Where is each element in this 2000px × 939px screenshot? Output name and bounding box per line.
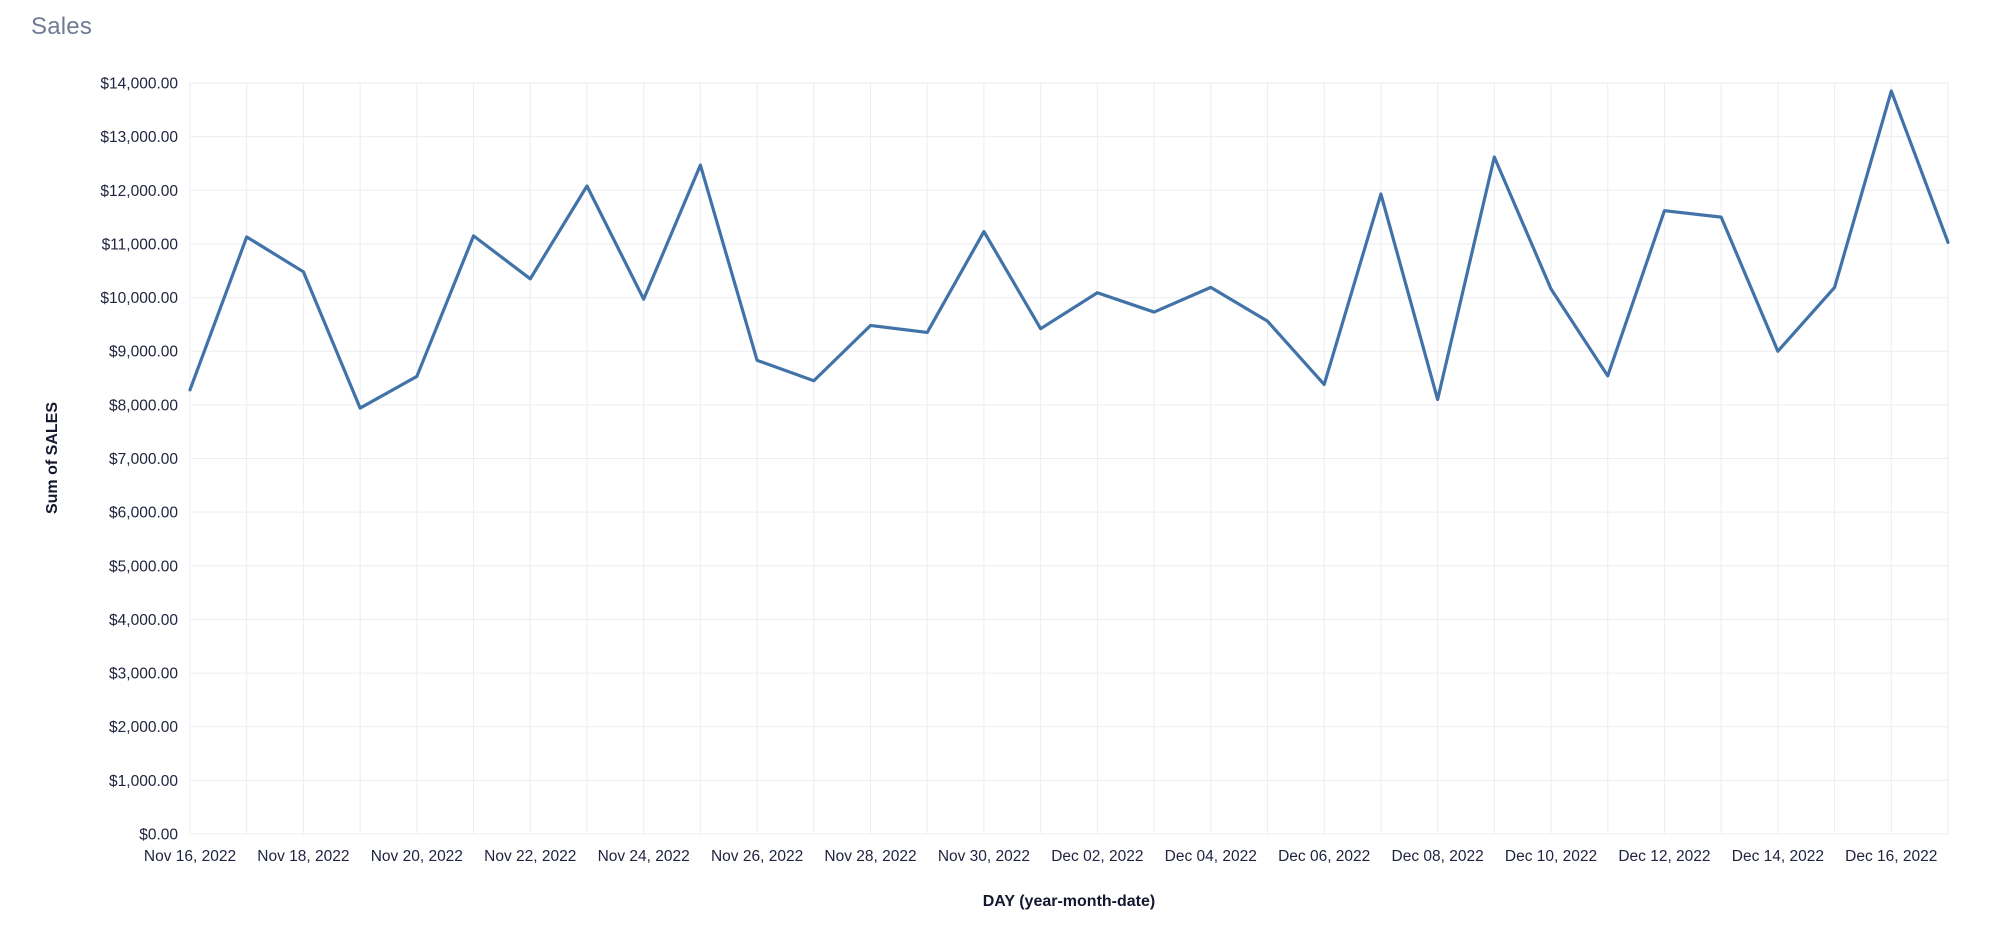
x-tick-label: Dec 06, 2022 — [1278, 848, 1370, 865]
x-tick-label: Nov 24, 2022 — [598, 848, 690, 865]
y-tick-label: $13,000.00 — [100, 129, 178, 146]
x-tick-label: Nov 20, 2022 — [371, 848, 463, 865]
x-tick-label: Nov 28, 2022 — [824, 848, 916, 865]
y-tick-label: $8,000.00 — [109, 397, 178, 414]
y-tick-label: $5,000.00 — [109, 558, 178, 575]
x-tick-label: Nov 22, 2022 — [484, 848, 576, 865]
y-tick-label: $11,000.00 — [102, 236, 179, 253]
x-tick-label: Dec 04, 2022 — [1165, 848, 1257, 865]
y-tick-label: $3,000.00 — [109, 666, 178, 683]
y-tick-label: $6,000.00 — [109, 505, 178, 522]
y-axis-title: Sum of SALES — [44, 401, 61, 515]
y-tick-label: $14,000.00 — [100, 76, 178, 93]
y-tick-label: $2,000.00 — [109, 719, 178, 736]
y-tick-label: $0.00 — [139, 827, 178, 844]
y-tick-label: $7,000.00 — [109, 451, 178, 468]
x-tick-label: Nov 18, 2022 — [257, 848, 349, 865]
x-axis-title: DAY (year-month-date) — [982, 893, 1156, 910]
y-tick-label: $12,000.00 — [100, 183, 178, 200]
x-tick-label: Nov 26, 2022 — [711, 848, 803, 865]
x-tick-label: Dec 08, 2022 — [1392, 848, 1484, 865]
x-tick-label: Dec 12, 2022 — [1618, 848, 1710, 865]
x-tick-label: Dec 16, 2022 — [1845, 848, 1937, 865]
chart-title: Sales — [31, 13, 93, 40]
y-tick-label: $1,000.00 — [109, 773, 178, 790]
x-tick-label: Dec 02, 2022 — [1051, 848, 1143, 865]
sales-line-series[interactable] — [188, 89, 1950, 410]
x-tick-label: Nov 16, 2022 — [144, 848, 236, 865]
x-tick-label: Dec 14, 2022 — [1732, 848, 1824, 865]
x-tick-label: Nov 30, 2022 — [938, 848, 1030, 865]
x-tick-label: Dec 10, 2022 — [1505, 848, 1597, 865]
y-tick-label: $10,000.00 — [100, 290, 178, 307]
y-tick-label: $4,000.00 — [109, 612, 178, 629]
y-tick-label: $9,000.00 — [109, 344, 178, 361]
